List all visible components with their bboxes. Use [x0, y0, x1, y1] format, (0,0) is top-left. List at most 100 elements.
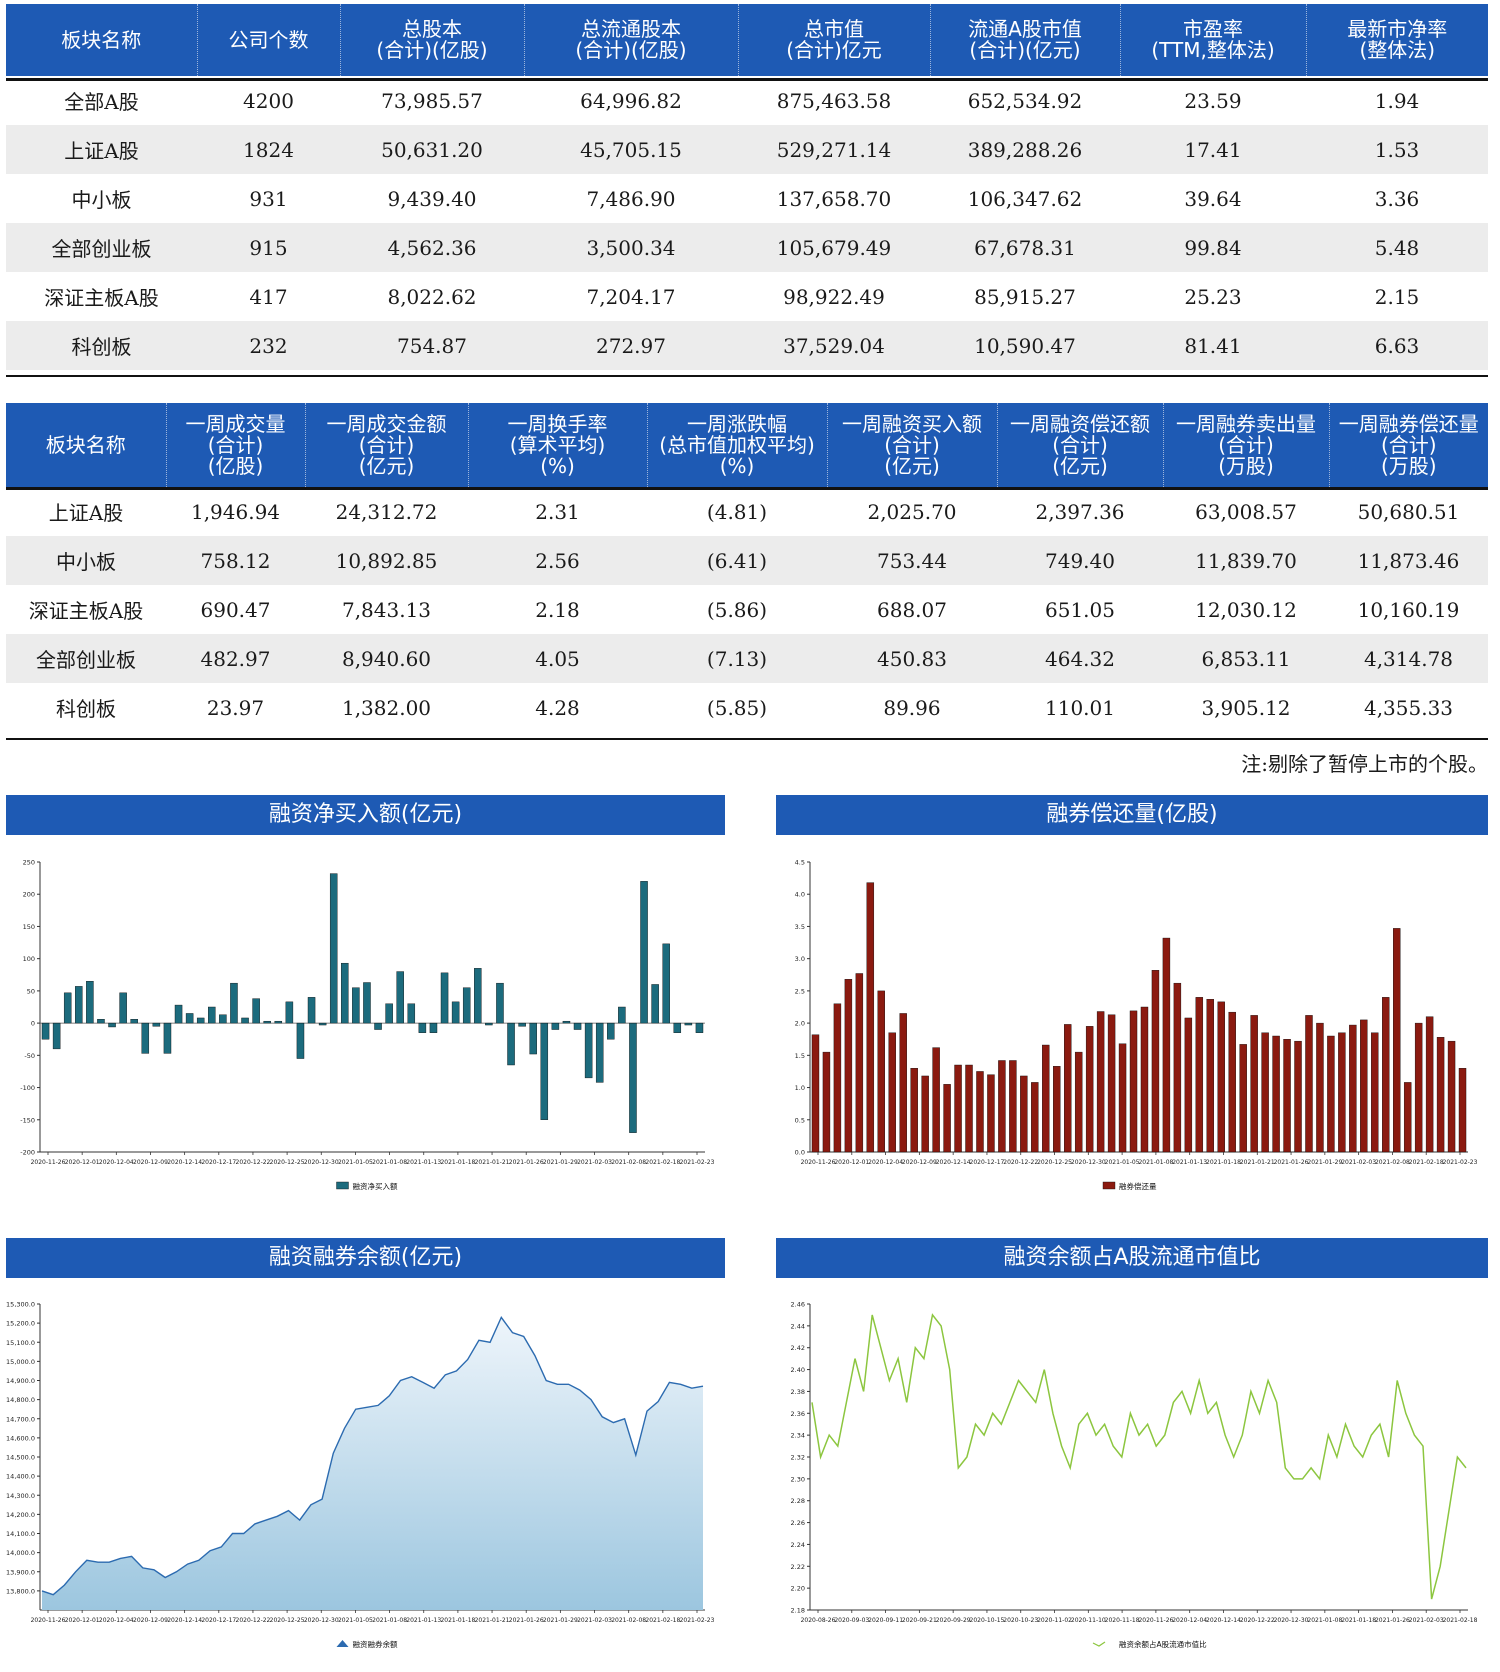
bar: [1382, 997, 1390, 1153]
chart-title-short-repay: 融券偿还量(亿股): [776, 795, 1488, 835]
bar: [629, 1022, 637, 1133]
x-tick-label: 2021-02-23: [680, 1617, 715, 1624]
bar: [695, 1022, 704, 1033]
y-tick-label: 13,900.0: [6, 1568, 35, 1576]
short-repay-chart: 0.0 0.5 1.0 1.5 2.0 2.5 3.0 3.5 4.0 4.5 2020-11-26…: [795, 859, 1478, 1192]
table-cell: 8,940.60: [305, 634, 468, 683]
bar: [75, 986, 83, 1024]
bar: [877, 990, 885, 1153]
bar: [1140, 1006, 1149, 1153]
bar: [196, 1017, 205, 1024]
bar: [1096, 1011, 1105, 1153]
bar: [1195, 997, 1204, 1153]
x-tick-label: 2021-01-29: [543, 1617, 578, 1624]
y-tick-label: 200: [23, 891, 35, 899]
series-line: [41, 1316, 704, 1596]
chart-title-margin-ratio: 融资余额占A股流通市值比: [776, 1238, 1488, 1278]
table-cell: 1,382.00: [305, 683, 468, 732]
row-label: 深证主板A股: [6, 585, 166, 634]
table-row: 上证A股 1824 50,631.20 45,705.15 529,271.14 389,…: [6, 125, 1488, 174]
table-cell: 10,590.47: [930, 321, 1120, 370]
y-tick-label: 0.5: [795, 1116, 805, 1124]
x-tick-label: 2020-12-17: [970, 1159, 1005, 1166]
x-tick-label: 2021-02-23: [680, 1159, 715, 1166]
table-cell: 4.05: [468, 634, 647, 683]
table-cell: (5.86): [647, 585, 827, 634]
bar: [1107, 1014, 1116, 1153]
row-label: 科创板: [6, 321, 197, 370]
y-tick-label: 3.5: [795, 923, 805, 931]
bar: [352, 987, 360, 1024]
table-cell: 37,529.04: [738, 321, 930, 370]
y-tick-label: 14,400.0: [6, 1473, 35, 1481]
x-tick-label: 2020-12-30: [304, 1159, 339, 1166]
bar: [1349, 1024, 1357, 1153]
table-cell: 137,658.70: [738, 174, 930, 223]
x-tick-label: 2020-11-26: [31, 1617, 66, 1624]
table-cell: 25.23: [1120, 272, 1306, 321]
bar: [1360, 1019, 1368, 1153]
bar: [607, 1022, 615, 1040]
y-tick-label: 3.0: [795, 955, 805, 963]
table-rule: [6, 78, 1488, 81]
x-tick-label: 2020-12-25: [1037, 1159, 1072, 1166]
table-row: 中小板 931 9,439.40 7,486.90 137,658.70 106,347.…: [6, 174, 1488, 223]
row-label: 上证A股: [6, 487, 166, 536]
bar: [496, 982, 504, 1024]
y-tick-label: 2.26: [791, 1519, 805, 1527]
bar: [595, 1022, 604, 1083]
y-tick-label: 2.46: [791, 1301, 805, 1309]
row-label: 深证主板A股: [6, 272, 197, 321]
bar: [1009, 1060, 1017, 1153]
sector-summary-table: 板块名称 公司个数 总股本 (合计)(亿股) 总流通股本 (合计)(亿股) 总市值 (合计)亿…: [6, 4, 1488, 370]
table-cell: 5.48: [1306, 223, 1488, 272]
column-header: 总股本 (合计)(亿股): [340, 4, 525, 76]
x-tick-label: 2020-12-22: [1003, 1159, 1038, 1166]
table-cell: 106,347.62: [930, 174, 1120, 223]
x-tick-label: 2020-11-26: [801, 1159, 836, 1166]
x-tick-label: 2020-12-01: [65, 1617, 100, 1624]
x-tick-label: 2021-01-18: [440, 1159, 475, 1166]
y-tick-label: 15,000.0: [6, 1358, 35, 1366]
table-cell: 754.87: [340, 321, 524, 370]
bar: [1184, 1017, 1193, 1153]
column-header: 一周换手率 (算术平均) (%): [468, 403, 648, 487]
x-tick-label: 2021-02-03: [1409, 1617, 1444, 1624]
y-tick-label: 1.5: [795, 1052, 805, 1060]
table-cell: 450.83: [827, 634, 997, 683]
column-header: 总流通股本 (合计)(亿股): [524, 4, 739, 76]
row-label: 中小板: [6, 536, 166, 585]
bar: [97, 1019, 105, 1024]
bar: [385, 1003, 393, 1024]
table-cell: 2.18: [468, 585, 647, 634]
x-tick-label: 2021-01-21: [1240, 1159, 1275, 1166]
y-tick-label: 2.34: [791, 1432, 805, 1440]
table-cell: 9,439.40: [340, 174, 524, 223]
bar: [673, 1022, 682, 1033]
bar: [684, 1022, 693, 1026]
table-cell: 3,905.12: [1163, 683, 1329, 732]
y-tick-label: -50: [24, 1052, 35, 1060]
area-fill: [42, 1317, 703, 1610]
table-cell: 4200: [197, 76, 340, 125]
table-cell: 7,204.17: [524, 272, 738, 321]
x-tick-label: 2021-01-13: [406, 1617, 441, 1624]
chart-title-margin-net-buy: 融资净买入额(亿元): [6, 795, 725, 835]
y-tick-label: 2.32: [791, 1454, 805, 1462]
y-tick-label: 0: [31, 1020, 35, 1028]
bar: [119, 992, 127, 1024]
bar: [1294, 1040, 1302, 1153]
x-tick-label: 2021-01-26: [1375, 1617, 1410, 1624]
table-header-row: 板块名称 公司个数 总股本 (合计)(亿股) 总流通股本 (合计)(亿股) 总市值 (合计)亿…: [6, 4, 1488, 76]
x-tick-label: 2020-09-03: [834, 1617, 869, 1624]
column-header: 市盈率 (TTM,整体法): [1120, 4, 1307, 76]
bar: [141, 1022, 150, 1054]
x-tick-label: 2020-12-14: [936, 1159, 971, 1166]
bar: [910, 1068, 918, 1153]
y-tick-label: 14,600.0: [6, 1434, 35, 1442]
bar: [462, 987, 471, 1024]
table-cell: 482.97: [166, 634, 305, 683]
bar: [1371, 1032, 1379, 1153]
bar: [130, 1019, 138, 1024]
bar: [1436, 1037, 1445, 1153]
